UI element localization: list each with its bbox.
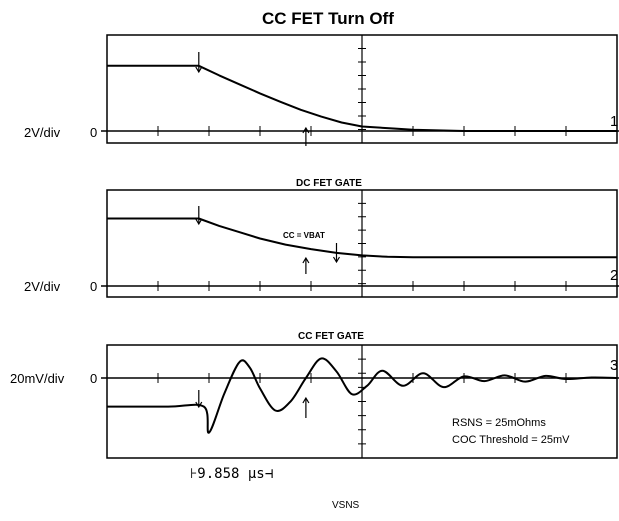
panel-2-arrow-up — [302, 256, 310, 274]
panel-1-channel-label: 1 — [610, 113, 619, 130]
panel-1-arrow-up — [302, 126, 310, 146]
panel-2-zero-label: 0 — [90, 279, 98, 294]
panel-1-scale-label: 2V/div — [24, 125, 61, 140]
panel-3-channel-label: 3 — [610, 357, 619, 374]
panel-2-scale-label: 2V/div — [24, 279, 61, 294]
panel-3-arrow-down — [195, 390, 203, 409]
x-axis-label: VSNS — [332, 500, 360, 511]
panel-2-waveform — [107, 217, 617, 259]
page-title: CC FET Turn Off — [262, 9, 394, 28]
panel-3-arrow-up — [302, 396, 310, 418]
panel-3-scale-label: 20mV/div — [10, 371, 65, 386]
panel-2-channel-label: 2 — [610, 267, 619, 284]
panel-1-zero-label: 0 — [90, 125, 98, 140]
panel-1-arrow-down — [195, 52, 203, 74]
panel-2-title: DC FET GATE — [296, 178, 362, 189]
panel-3-title: CC FET GATE — [298, 331, 364, 342]
panel-1-waveform — [107, 64, 617, 132]
cc-vbat-annotation: CC = VBAT — [283, 231, 325, 240]
panel-2-arrow-down — [332, 243, 341, 264]
time-readout: ⊦9.858 μs⊣ — [190, 466, 274, 482]
rsns-annotation: RSNS = 25mOhms — [452, 417, 546, 429]
coc-threshold-annotation: COC Threshold = 25mV — [452, 434, 570, 446]
panel-3-zero-label: 0 — [90, 371, 98, 386]
panel-3-waveform — [107, 357, 618, 434]
panel-2-arrow-down — [195, 206, 203, 226]
